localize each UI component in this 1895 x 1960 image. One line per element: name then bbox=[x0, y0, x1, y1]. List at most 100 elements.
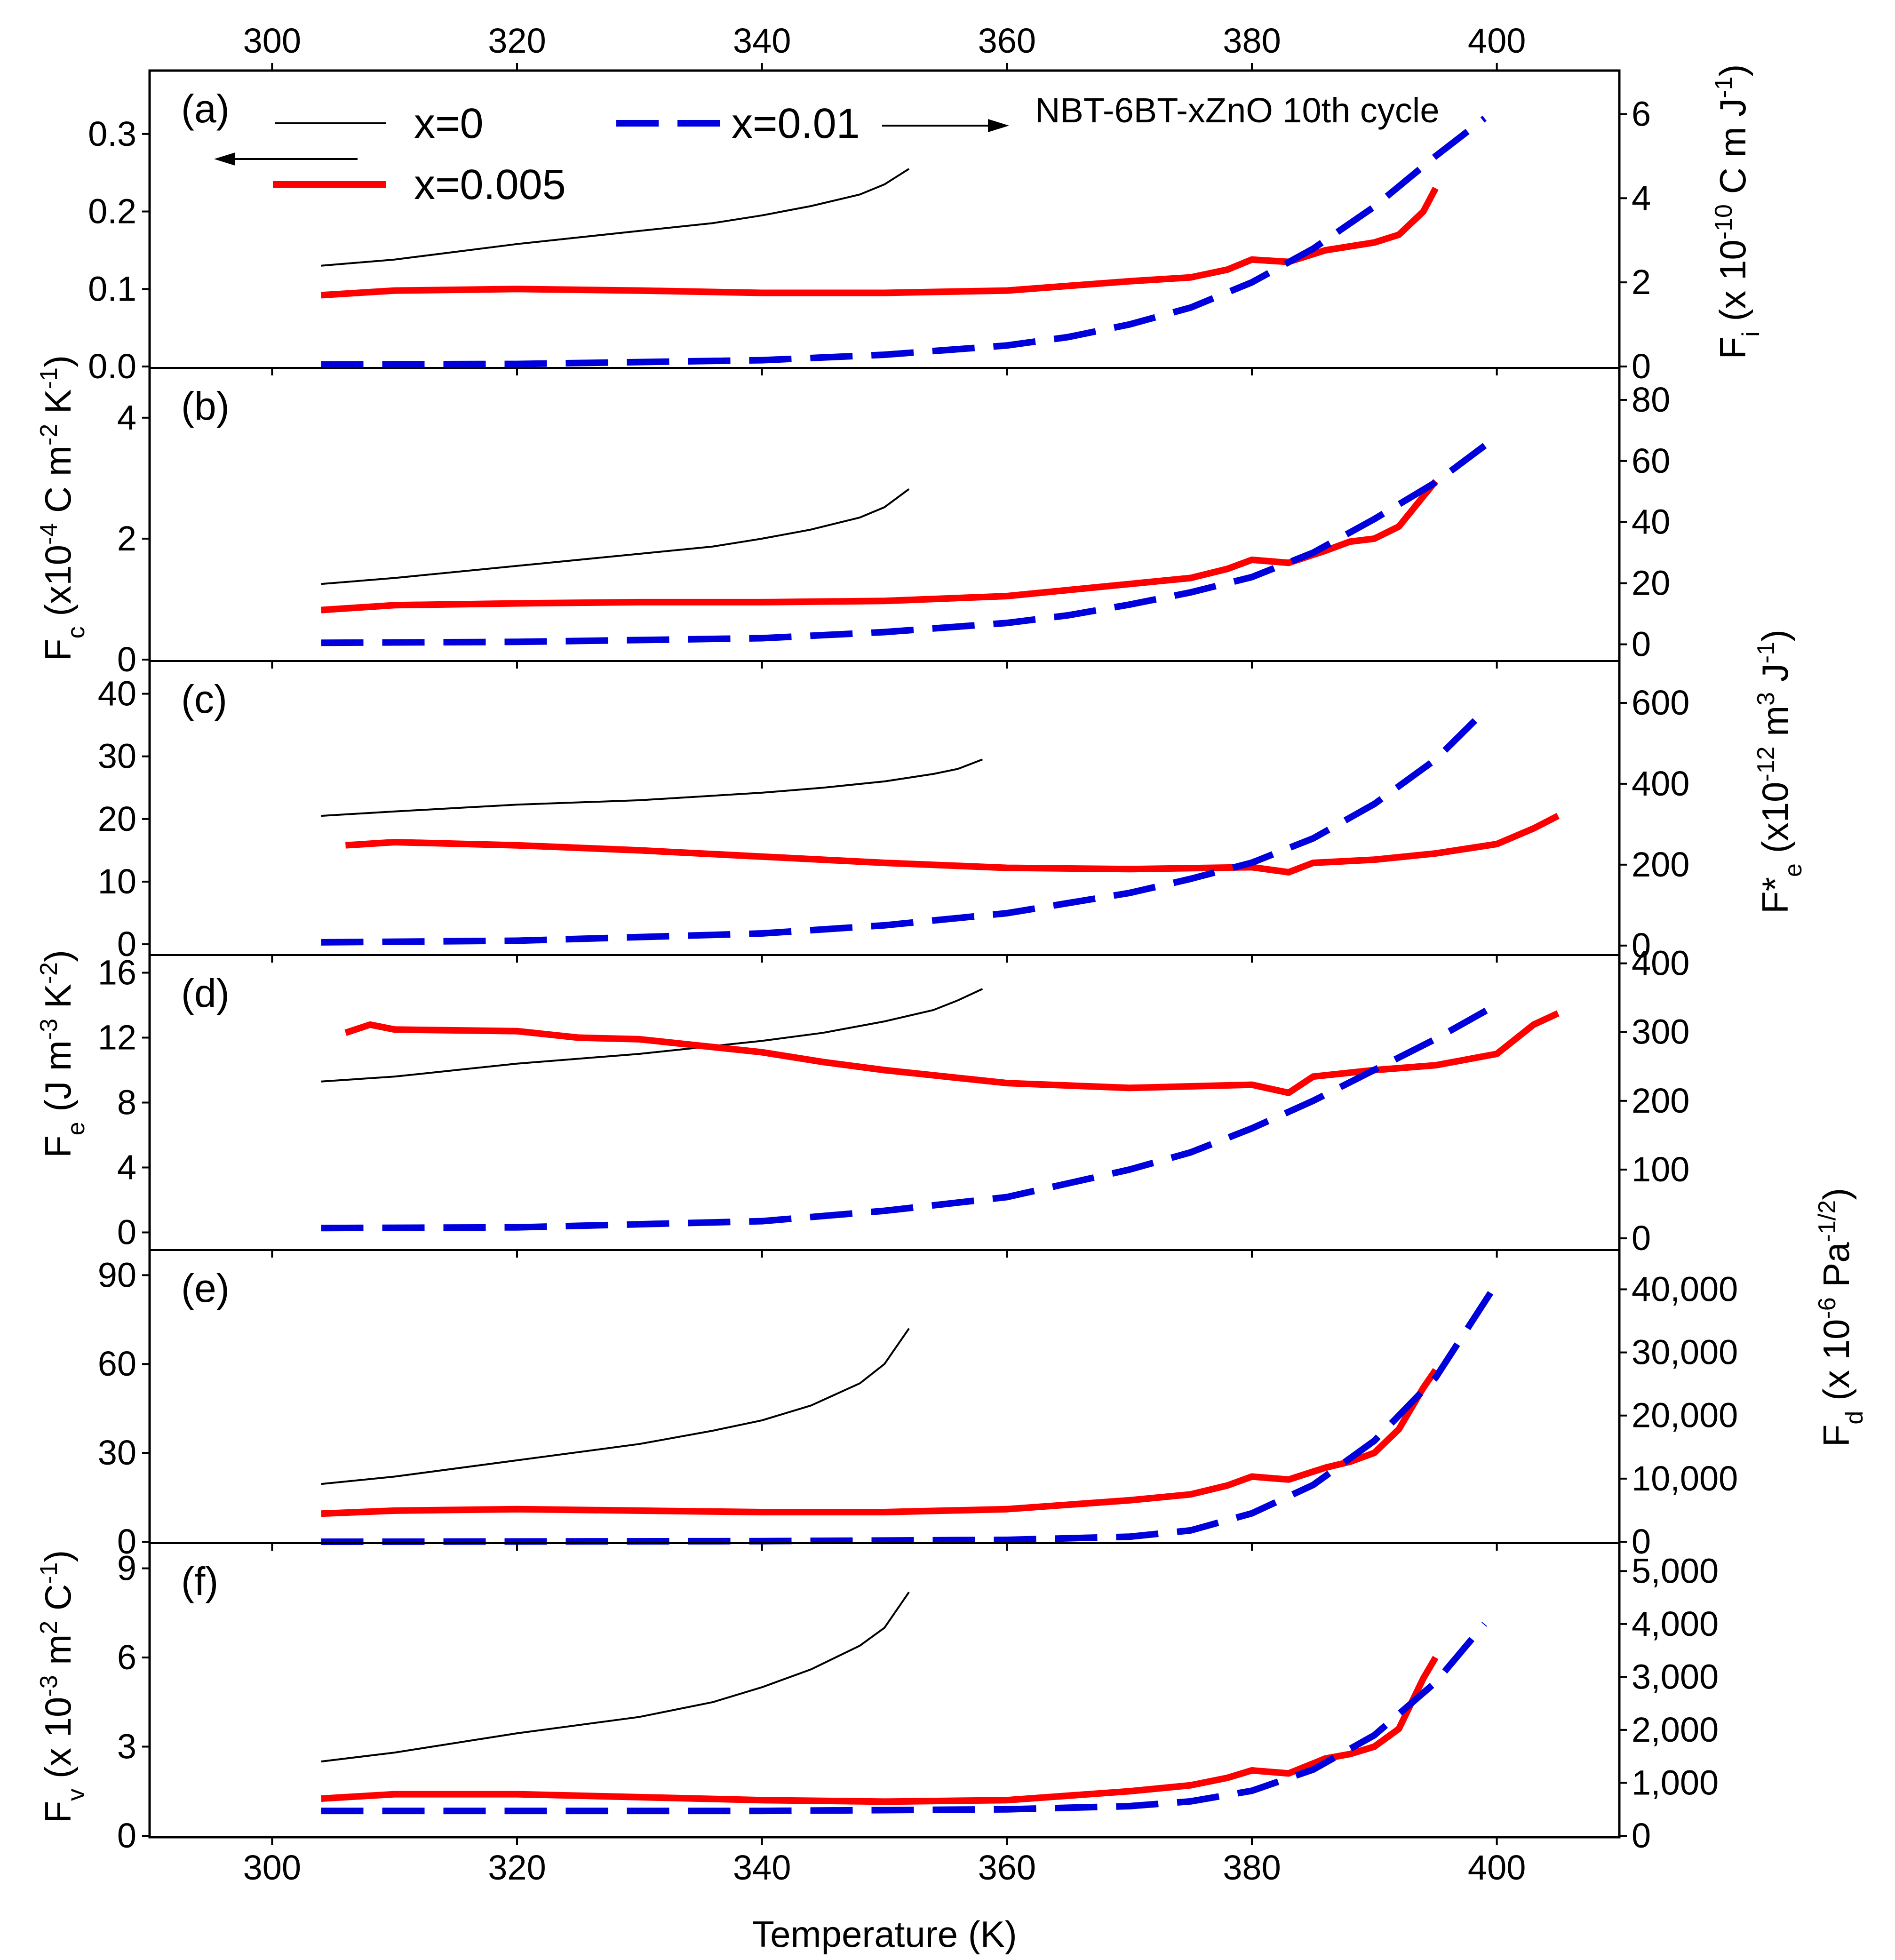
right-tick-label-d: 300 bbox=[1632, 1012, 1689, 1052]
series-x0-line-c bbox=[321, 758, 983, 817]
right-tick-label-f: 0 bbox=[1632, 1816, 1651, 1855]
x-axis-title: Temperature (K) bbox=[752, 1913, 1017, 1955]
plot-frame bbox=[148, 69, 1621, 1839]
chart-title: NBT-6BT-xZnO 10th cycle bbox=[1035, 91, 1440, 130]
series-x0-line-f bbox=[321, 1591, 910, 1763]
right-tick-label-e: 30,000 bbox=[1632, 1333, 1738, 1372]
left-axis-title-b: Fc (x10-4 C m-2 K-1) bbox=[35, 355, 90, 661]
legend-label-x01: x=0.01 bbox=[732, 100, 860, 147]
left-tick-label-b: 2 bbox=[117, 519, 136, 558]
right-tick-label-d: 100 bbox=[1632, 1150, 1689, 1189]
left-tick-label-f: 9 bbox=[117, 1549, 136, 1588]
right-tick-label-b: 0 bbox=[1632, 625, 1651, 664]
right-tick-label-a: 2 bbox=[1632, 263, 1651, 302]
x-bottom-tick-label: 320 bbox=[488, 1848, 546, 1887]
x-bottom-tick-label: 360 bbox=[978, 1848, 1036, 1887]
series-x005-line-d bbox=[344, 1010, 1560, 1096]
panel-f: 0 3 6 9 0 1,000 2,000 3,000 4,000 5,000 (f) bbox=[117, 1549, 1719, 1855]
right-axis-title-a: Fi (x 10-10 C m J-1) bbox=[1710, 64, 1765, 359]
right-tick-label-c: 200 bbox=[1632, 845, 1689, 884]
panel-label-d: (d) bbox=[181, 971, 230, 1015]
x-top-tick-label: 320 bbox=[488, 21, 546, 60]
x-bottom-tick-label: 300 bbox=[243, 1848, 301, 1887]
left-tick-label-d: 0 bbox=[117, 1213, 136, 1252]
series-x0-line-d bbox=[321, 988, 983, 1083]
panels-layer: 0.00.10.20.30246(a)024020406080(b)010203… bbox=[88, 87, 1738, 1855]
series-x01-line-a bbox=[321, 115, 1487, 368]
right-tick-label-e: 20,000 bbox=[1632, 1396, 1738, 1435]
left-tick-label-a: 0.1 bbox=[88, 269, 136, 308]
right-axis-title-c: F*e (x10-12 m3 J-1) bbox=[1752, 629, 1807, 914]
right-tick-label-b: 80 bbox=[1632, 380, 1670, 419]
right-tick-label-f: 5,000 bbox=[1632, 1551, 1719, 1590]
left-tick-label-a: 0.3 bbox=[88, 114, 136, 153]
panel-d: 0 4 8 12 16 0 100 200 300 400 (d) bbox=[98, 944, 1690, 1258]
left-tick-label-d: 12 bbox=[98, 1018, 136, 1057]
left-tick-label-b: 4 bbox=[117, 398, 136, 437]
panel-e: 0 30 60 90 0 10,000 20,000 30,000 40,000 (e) bbox=[98, 1255, 1738, 1561]
x-bottom-tick-label: 400 bbox=[1468, 1848, 1526, 1887]
legend-label-x0: x=0 bbox=[414, 100, 484, 147]
right-tick-label-c: 600 bbox=[1632, 683, 1689, 722]
left-tick-label-c: 20 bbox=[98, 799, 136, 838]
panel-label-f: (f) bbox=[181, 1559, 218, 1603]
series-x01-line-c bbox=[321, 709, 1487, 946]
left-axis-title-f: Fv (x 10-3 m2 C-1) bbox=[35, 1550, 90, 1824]
series-x01-line-b bbox=[321, 434, 1499, 646]
right-tick-label-a: 6 bbox=[1632, 94, 1651, 133]
left-tick-label-a: 0.0 bbox=[88, 347, 136, 386]
right-tick-label-a: 4 bbox=[1632, 178, 1651, 217]
left-tick-label-e: 60 bbox=[98, 1344, 136, 1383]
x-top-tick-label: 380 bbox=[1223, 21, 1281, 60]
x-bottom-tick-label: 340 bbox=[733, 1848, 791, 1887]
series-x01-line-e bbox=[321, 1281, 1500, 1545]
right-tick-label-e: 40,000 bbox=[1632, 1269, 1738, 1308]
series-x0-line-a bbox=[321, 168, 910, 267]
panel-label-b: (b) bbox=[181, 384, 230, 428]
x-top-tick-label: 340 bbox=[733, 21, 791, 60]
series-x005-line-a bbox=[321, 186, 1439, 299]
series-x01-line-d bbox=[321, 1002, 1499, 1232]
series-x01-line-f bbox=[321, 1622, 1487, 1815]
left-tick-label-d: 16 bbox=[98, 953, 136, 992]
left-tick-label-d: 8 bbox=[117, 1083, 136, 1122]
right-arrowhead-icon bbox=[988, 119, 1009, 132]
left-tick-label-a: 0.2 bbox=[88, 192, 136, 231]
panel-label-e: (e) bbox=[181, 1266, 230, 1310]
left-arrowhead-icon bbox=[214, 152, 235, 166]
right-tick-label-f: 3,000 bbox=[1632, 1657, 1719, 1696]
left-axis-title-d: Fe (J m-3 K-2) bbox=[35, 950, 90, 1158]
left-tick-label-c: 40 bbox=[98, 674, 136, 713]
right-tick-label-a: 0 bbox=[1632, 347, 1651, 386]
legend-label-x005: x=0.005 bbox=[414, 161, 566, 208]
right-tick-label-c: 400 bbox=[1632, 764, 1689, 803]
left-tick-label-c: 30 bbox=[98, 737, 136, 776]
right-axis-title-e: Fd (x 10-6 Pa-1/2) bbox=[1814, 1188, 1868, 1447]
legend: x=0 x=0.005 x=0.01 bbox=[273, 100, 860, 208]
panel-label-a: (a) bbox=[181, 87, 230, 131]
x-top-tick-label: 300 bbox=[243, 21, 301, 60]
x-bottom-tick-label: 380 bbox=[1223, 1848, 1281, 1887]
series-x005-line-c bbox=[345, 813, 1560, 876]
right-tick-label-d: 200 bbox=[1632, 1081, 1689, 1120]
left-tick-label-b: 0 bbox=[117, 640, 136, 679]
right-tick-label-e: 10,000 bbox=[1632, 1459, 1738, 1498]
left-tick-label-c: 0 bbox=[117, 924, 136, 964]
right-tick-label-b: 20 bbox=[1632, 564, 1670, 603]
right-tick-label-f: 4,000 bbox=[1632, 1604, 1719, 1643]
series-x005-line-f bbox=[321, 1656, 1439, 1805]
left-tick-label-e: 0 bbox=[117, 1522, 136, 1561]
left-tick-label-f: 6 bbox=[117, 1638, 136, 1677]
axis-indicator-arrows bbox=[214, 119, 1009, 166]
right-tick-label-f: 1,000 bbox=[1632, 1763, 1719, 1802]
series-x0-line-b bbox=[321, 488, 910, 585]
right-tick-label-d: 400 bbox=[1632, 944, 1689, 983]
series-x005-line-b bbox=[321, 479, 1438, 613]
panel-label-c: (c) bbox=[181, 677, 227, 721]
x-top-tick-label: 360 bbox=[978, 21, 1036, 60]
frame-layer: 300 300 320 320 340 340 360 360 380 380 400 400 bbox=[148, 21, 1621, 1887]
right-tick-label-c: 0 bbox=[1632, 926, 1651, 965]
